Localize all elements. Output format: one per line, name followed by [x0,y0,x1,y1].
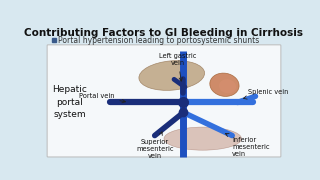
Text: Portal hypertension leading to portosystemic shunts: Portal hypertension leading to portosyst… [58,36,259,45]
FancyBboxPatch shape [47,45,281,157]
Text: Splenic vein: Splenic vein [244,89,288,99]
Text: Hepatic
portal
system: Hepatic portal system [52,86,87,120]
Ellipse shape [164,127,242,150]
Text: Inferior
mesenteric
vein: Inferior mesenteric vein [225,133,270,157]
Text: Portal vein: Portal vein [79,93,125,103]
Text: Superior
mesenteric
vein: Superior mesenteric vein [136,132,173,159]
Ellipse shape [219,79,236,93]
Ellipse shape [139,61,204,90]
Text: Contributing Factors to GI Bleeding in Cirrhosis: Contributing Factors to GI Bleeding in C… [25,28,303,38]
Ellipse shape [210,73,239,96]
Text: Left gastric
vein: Left gastric vein [159,53,196,81]
